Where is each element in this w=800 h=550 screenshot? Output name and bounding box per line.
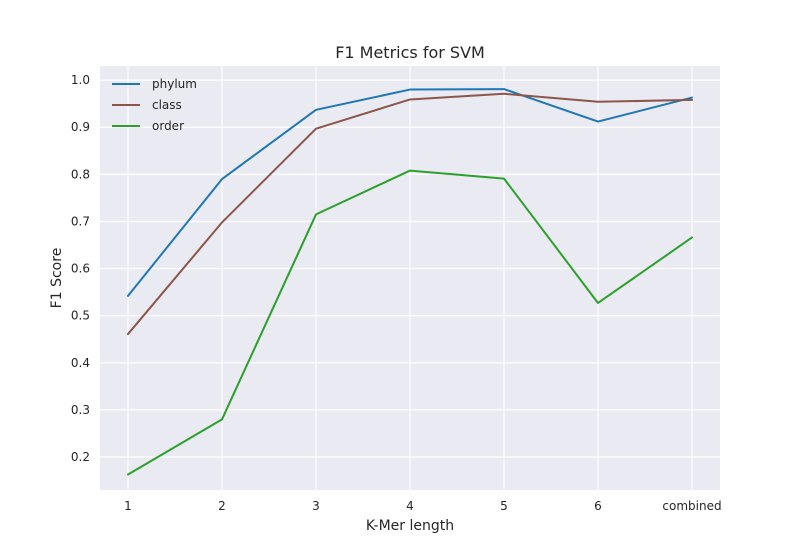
x-tick-label: 6 [594,499,602,513]
y-tick-label: 0.8 [71,167,90,181]
y-tick-label: 0.7 [71,214,90,228]
y-tick-label: 1.0 [71,73,90,87]
legend: phylum class order [112,77,197,133]
x-tick-label: 5 [500,499,508,513]
grid [100,66,720,490]
x-tick-label: 3 [312,499,320,513]
y-tick-label: 0.6 [71,262,90,276]
legend-label-order: order [152,119,184,133]
y-tick-label: 0.2 [71,450,90,464]
x-tick-label: combined [662,499,721,513]
legend-label-class: class [152,98,182,112]
legend-label-phylum: phylum [152,77,197,91]
y-tick-label: 0.9 [71,120,90,134]
y-axis-label: F1 Score [49,248,65,309]
series-line-order [127,169,693,476]
chart-title: F1 Metrics for SVM [335,43,485,62]
x-tick-label: 2 [218,499,226,513]
x-axis-label: K-Mer length [366,518,454,534]
x-tick-label: 4 [406,499,414,513]
x-tick-labels: 1 2 3 4 5 6 combined [124,499,721,513]
x-tick-label: 1 [124,499,132,513]
series-line-class [127,92,693,336]
y-tick-label: 0.5 [71,309,90,323]
y-tick-label: 0.3 [71,403,90,417]
y-tick-labels: 0.2 0.3 0.4 0.5 0.6 0.7 0.8 0.9 1.0 [71,73,90,464]
y-tick-label: 0.4 [71,356,90,370]
series-line-phylum [127,88,693,297]
series-lines [127,88,693,476]
